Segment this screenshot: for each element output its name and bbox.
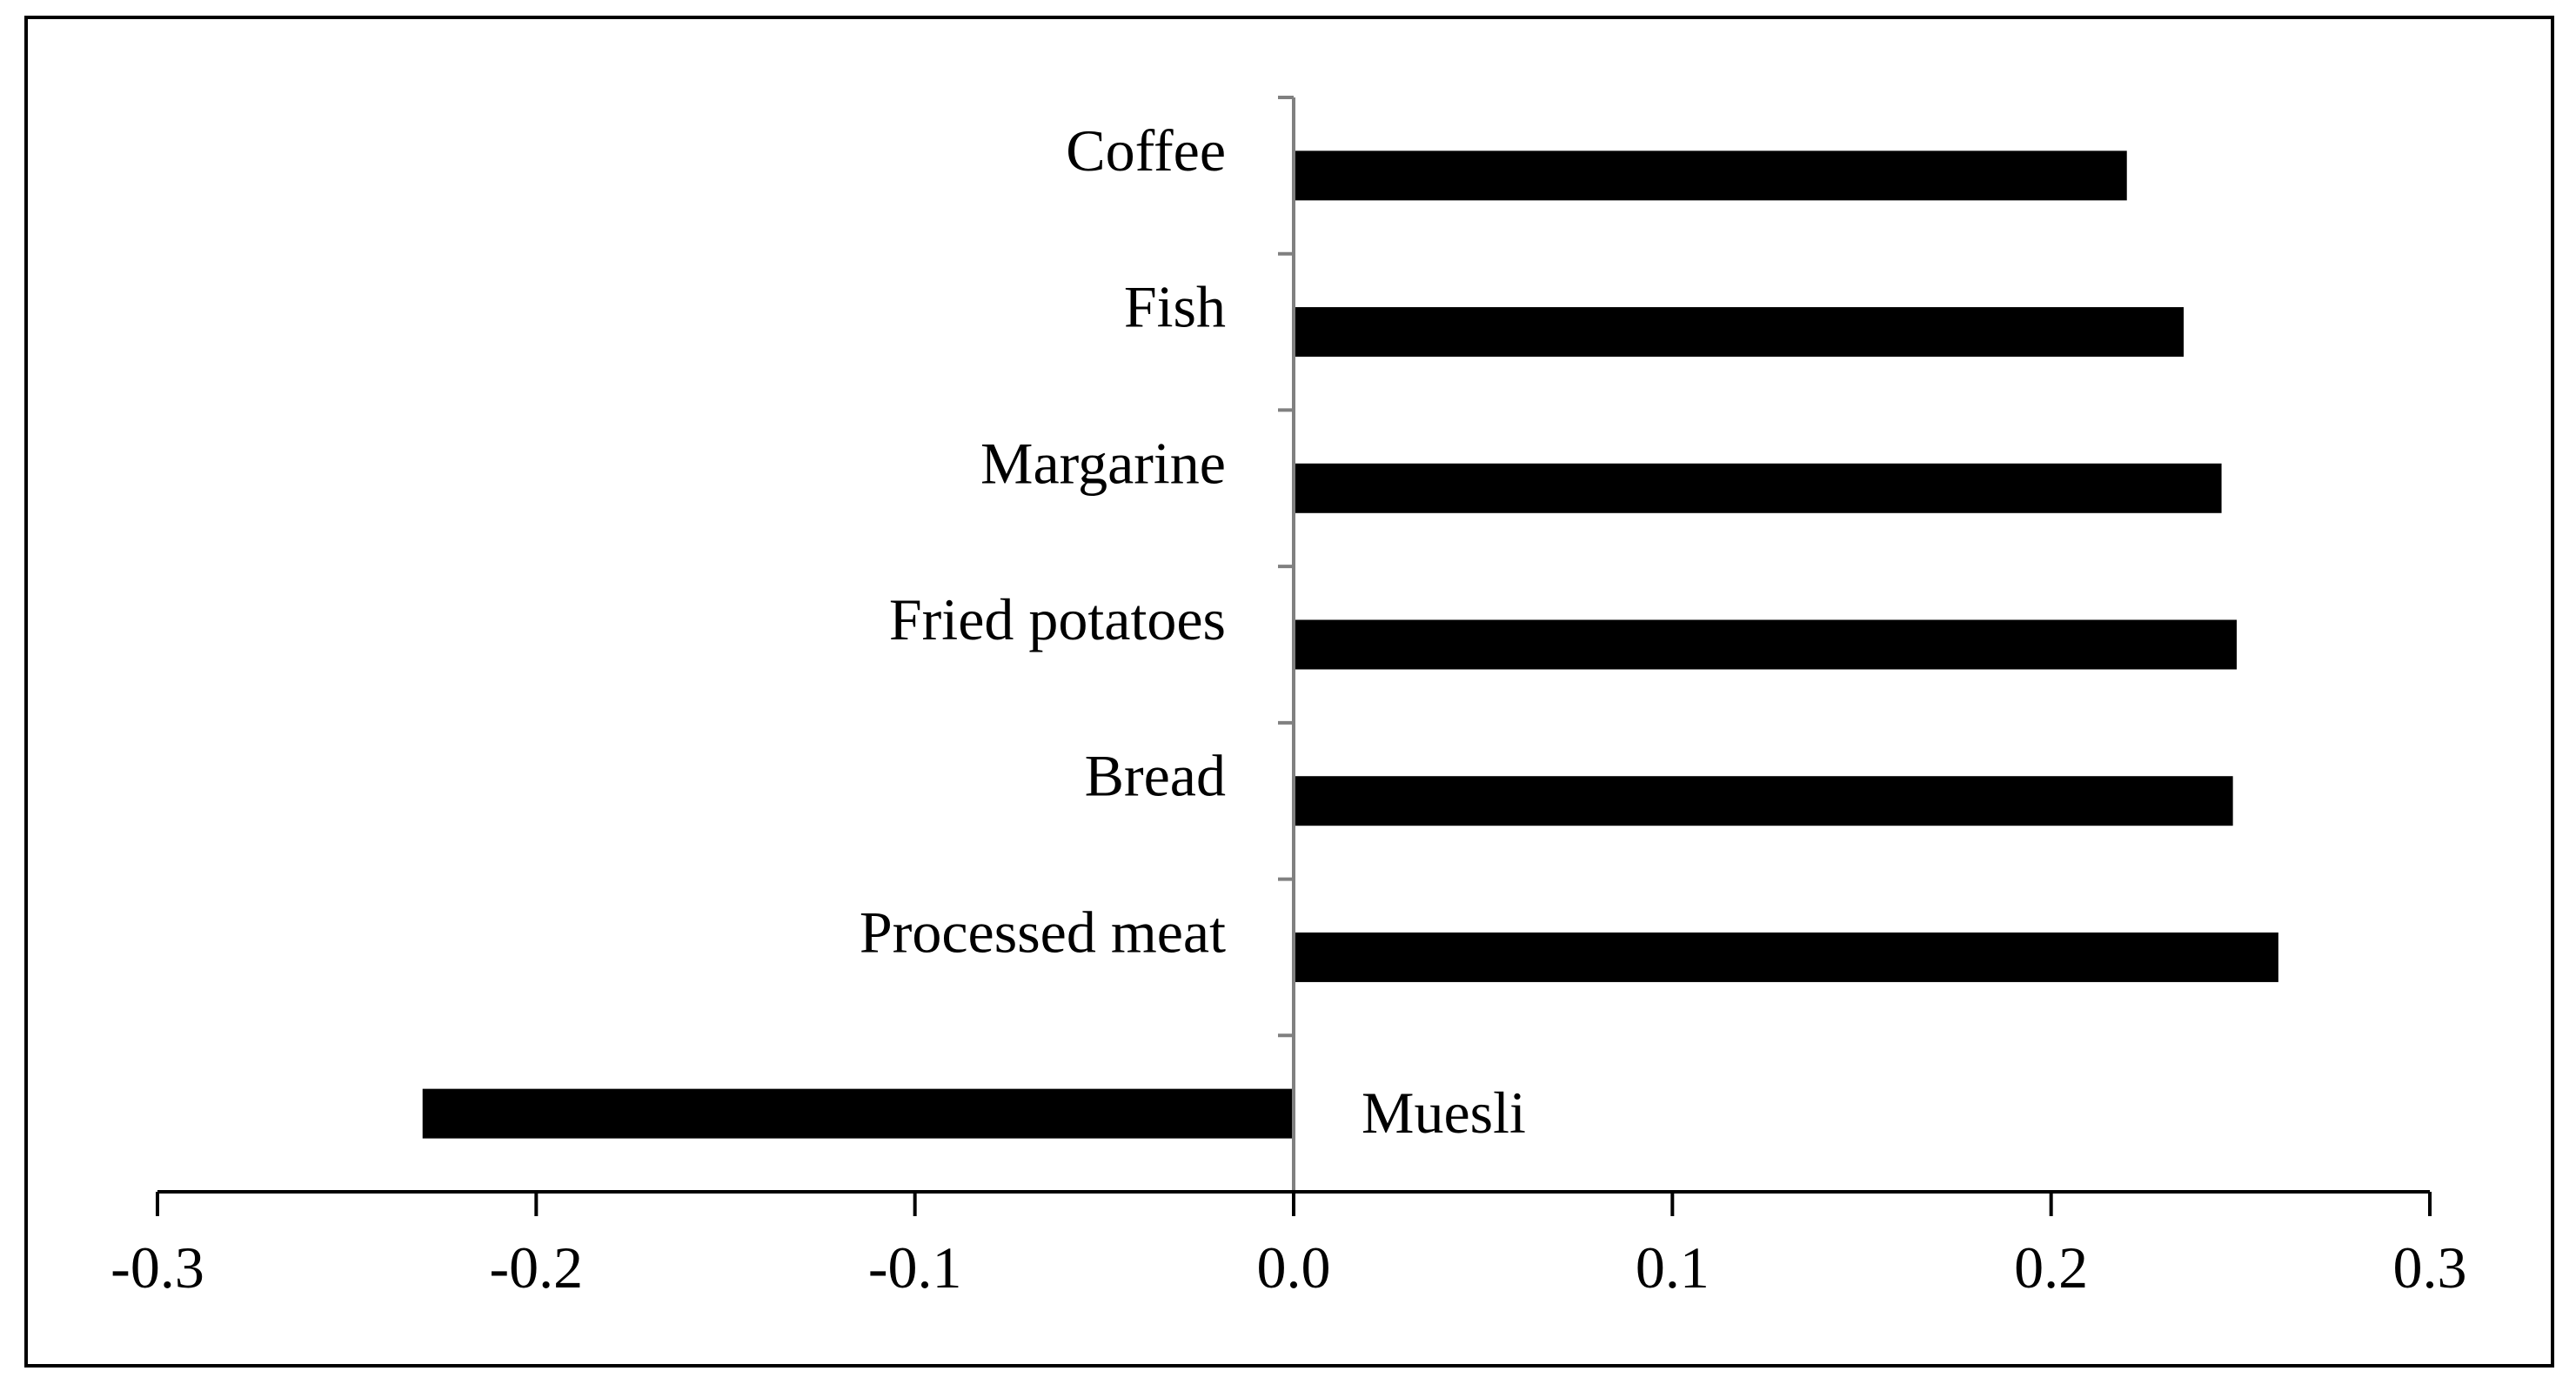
x-tick-label: 0.0 xyxy=(1257,1234,1331,1301)
chart-frame xyxy=(24,16,2554,1368)
bar-bread xyxy=(1294,776,2233,826)
bar-coffee xyxy=(1294,150,2127,201)
bar-processed-meat xyxy=(1294,932,2278,982)
x-tick-label: 0.1 xyxy=(1636,1234,1710,1301)
x-tick-label: -0.1 xyxy=(868,1234,962,1301)
bar-muesli xyxy=(422,1088,1294,1139)
category-label: Muesli xyxy=(1362,1080,1526,1146)
category-label: Coffee xyxy=(1066,117,1226,184)
category-label: Bread xyxy=(1085,743,1226,809)
bar-fish xyxy=(1294,307,2185,358)
category-label: Margarine xyxy=(980,430,1226,496)
category-label: Fish xyxy=(1124,274,1226,340)
x-tick-label: 0.2 xyxy=(2014,1234,2088,1301)
x-tick-label: -0.3 xyxy=(110,1234,204,1301)
x-tick-label: -0.2 xyxy=(490,1234,584,1301)
category-label: Fried potatoes xyxy=(889,586,1226,652)
category-label: Processed meat xyxy=(860,899,1226,965)
x-tick-label: 0.3 xyxy=(2393,1234,2467,1301)
bar-margarine xyxy=(1294,463,2222,513)
bar-fried-potatoes xyxy=(1294,619,2237,670)
